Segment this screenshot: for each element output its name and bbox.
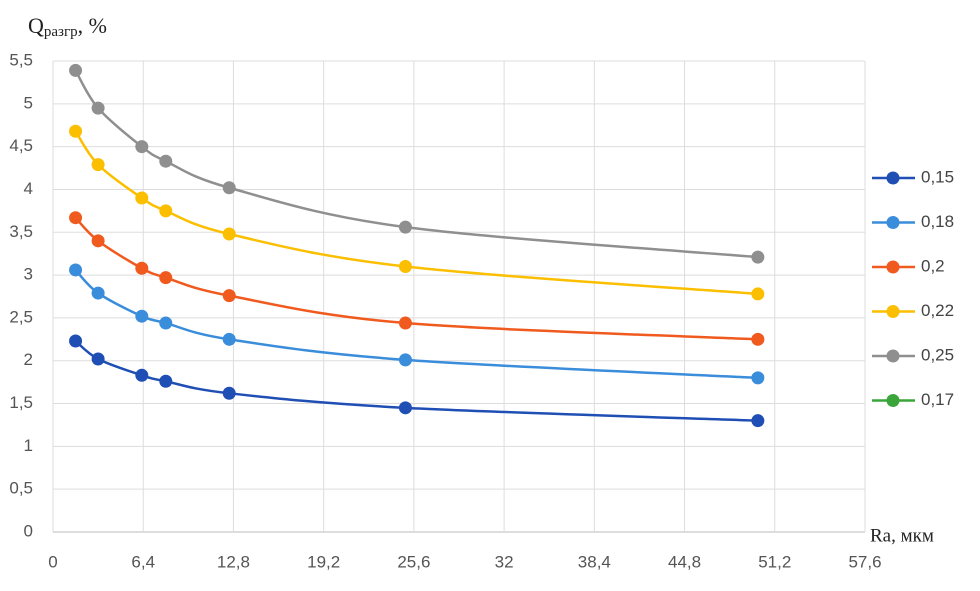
- data-point: [69, 263, 83, 277]
- data-point: [751, 287, 765, 301]
- data-point: [398, 220, 412, 234]
- y-tick-label: 2,5: [9, 307, 33, 326]
- y-tick-label: 5,5: [9, 50, 33, 69]
- legend-marker: [886, 216, 900, 229]
- legend-label: 0,15: [921, 167, 954, 186]
- x-tick-label: 12,8: [217, 552, 250, 571]
- data-point: [222, 289, 236, 303]
- data-point: [398, 260, 412, 274]
- data-point: [91, 234, 105, 248]
- legend-marker: [886, 305, 900, 318]
- data-point: [159, 154, 173, 168]
- legend-label: 0,25: [921, 345, 954, 364]
- data-point: [69, 211, 83, 225]
- data-point: [751, 414, 765, 428]
- data-point: [159, 271, 173, 285]
- legend-marker: [886, 260, 900, 274]
- y-tick-label: 1: [24, 436, 33, 455]
- x-tick-label: 44,8: [668, 552, 701, 571]
- x-tick-label: 19,2: [307, 552, 340, 571]
- y-tick-label: 3,5: [9, 222, 33, 241]
- data-point: [222, 227, 236, 241]
- data-point: [751, 250, 765, 264]
- y-tick-label: 2: [24, 350, 33, 369]
- series-line: [74, 340, 758, 422]
- y-tick-label: 0: [24, 521, 33, 540]
- legend-label: 0,2: [921, 256, 945, 275]
- data-point: [751, 332, 765, 346]
- y-tick-label: 3: [24, 265, 33, 284]
- x-tick-label: 51,2: [758, 552, 791, 571]
- y-tick-label: 1,5: [9, 393, 33, 412]
- data-point: [159, 316, 173, 330]
- legend-label: 0,17: [921, 390, 954, 409]
- data-point: [159, 374, 173, 388]
- legend-label: 0,18: [921, 212, 954, 231]
- data-point: [91, 286, 105, 300]
- y-tick-label: 5: [24, 93, 33, 112]
- data-point: [398, 401, 412, 415]
- y-label-sub: разгр: [44, 24, 78, 40]
- data-point: [69, 334, 83, 348]
- x-axis-label: Ra, мкм: [870, 525, 934, 546]
- x-tick-label: 0: [48, 552, 57, 571]
- data-point: [159, 204, 173, 218]
- data-point: [222, 181, 236, 195]
- data-point: [135, 309, 149, 323]
- legend-marker: [886, 349, 900, 363]
- y-tick-label: 4,5: [9, 136, 33, 155]
- data-point: [135, 368, 149, 382]
- series-line: [74, 130, 758, 296]
- x-tick-label: 32: [495, 552, 514, 571]
- data-point: [135, 140, 149, 154]
- x-tick-label: 6,4: [131, 552, 155, 571]
- x-tick-label: 57,6: [848, 552, 881, 571]
- data-point: [69, 63, 83, 77]
- data-point: [91, 352, 105, 366]
- x-tick-label: 25,6: [397, 552, 430, 571]
- legend-label: 0,22: [921, 301, 954, 320]
- y-tick-label: 0,5: [9, 479, 33, 498]
- y-label-main: Q: [28, 13, 44, 38]
- y-tick-label: 4: [24, 179, 33, 198]
- legend-marker: [886, 171, 900, 185]
- data-point: [135, 261, 149, 275]
- data-point: [135, 191, 149, 205]
- data-point: [222, 332, 236, 346]
- data-point: [222, 386, 236, 400]
- x-tick-label: 38,4: [578, 552, 611, 571]
- legend-marker: [886, 394, 900, 407]
- data-point: [751, 371, 765, 385]
- data-point: [91, 158, 105, 172]
- y-label-unit: , %: [78, 13, 107, 38]
- series-line: [74, 69, 758, 259]
- data-point: [69, 124, 83, 138]
- series-line: [74, 269, 758, 380]
- series-line: [74, 216, 758, 341]
- data-point: [398, 316, 412, 330]
- y-axis-label: Qразгр, %: [28, 13, 107, 40]
- data-point: [398, 353, 412, 367]
- data-point: [91, 101, 105, 115]
